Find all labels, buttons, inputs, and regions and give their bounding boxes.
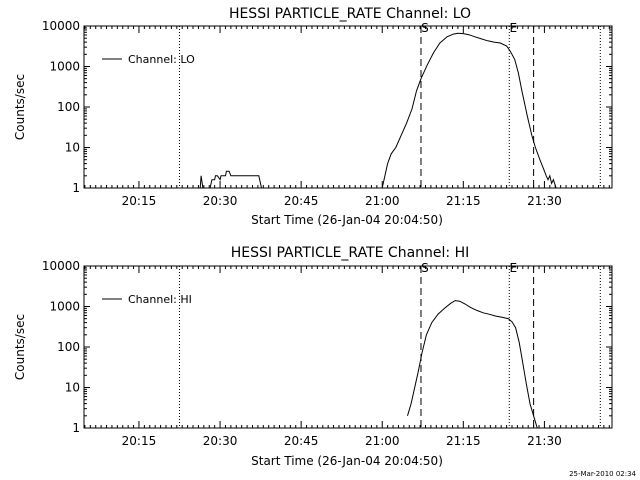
chart-1-xtick-label: 20:30: [203, 194, 238, 208]
chart-2-marker-label-e: E: [509, 261, 517, 275]
chart-1-series-line-3: [381, 32, 557, 189]
chart-1-ytick-label: 100: [57, 100, 80, 114]
chart-1-xtick-label: 20:45: [284, 194, 319, 208]
chart-1-xtick-label: 21:00: [365, 194, 400, 208]
chart-1-ytick-label: 10: [65, 141, 80, 155]
chart-2-ytick-label: 1: [72, 421, 80, 435]
chart-1-frame: [83, 25, 613, 189]
chart-1-xtick-label: 21:30: [527, 194, 562, 208]
chart-1-xtick-label: 20:15: [122, 194, 157, 208]
chart-2-xlabel: Start Time (26-Jan-04 20:04:50): [251, 454, 443, 468]
chart-1-series-line-1: [199, 175, 204, 189]
chart-2-xtick-label: 21:15: [446, 434, 481, 448]
chart-1-title: HESSI PARTICLE_RATE Channel: LO: [229, 6, 471, 22]
chart-2-frame: [83, 265, 613, 429]
chart-1-ytick-label: 10000: [42, 19, 80, 33]
chart-2-xtick-label: 20:30: [203, 434, 238, 448]
chart-1-legend-label: Channel: LO: [128, 53, 195, 66]
chart-2-ytick-label: 100: [57, 340, 80, 354]
chart-2-series-line-1: [407, 300, 538, 429]
chart-2-title: HESSI PARTICLE_RATE Channel: HI: [231, 245, 469, 261]
chart-2-xtick-label: 21:00: [365, 434, 400, 448]
chart-1-ytick-label: 1000: [49, 60, 80, 74]
chart-1-ytick-label: 1: [72, 181, 80, 195]
chart-2-xtick-label: 21:30: [527, 434, 562, 448]
chart-2-legend-label: Channel: HI: [128, 293, 192, 306]
chart-2-ytick-label: 10000: [42, 259, 80, 273]
chart-2-ylabel: Counts/sec: [13, 314, 27, 380]
chart-1-ylabel: Counts/sec: [13, 74, 27, 140]
chart-2-marker-label-s: S: [421, 261, 429, 275]
chart-2-ytick-label: 1000: [49, 300, 80, 314]
footer-timestamp: 25-Mar-2010 02:34: [569, 470, 636, 478]
chart-1-xtick-label: 21:15: [446, 194, 481, 208]
chart-1-marker-label-s: S: [421, 21, 429, 35]
chart-2-ytick-label: 10: [65, 381, 80, 395]
chart-1-series-line-2: [209, 170, 262, 189]
chart-2-xtick-label: 20:15: [122, 434, 157, 448]
chart-1-marker-label-e: E: [509, 21, 517, 35]
chart-2-xtick-label: 20:45: [284, 434, 319, 448]
chart-1-xlabel: Start Time (26-Jan-04 20:04:50): [251, 213, 443, 227]
